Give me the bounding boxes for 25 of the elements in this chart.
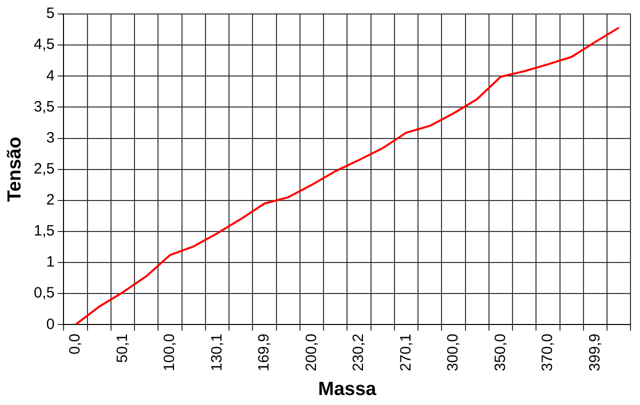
y-tick-label: 3,5 — [34, 98, 55, 116]
x-tick-label: 200,0 — [302, 334, 320, 372]
x-tick-label: 169,9 — [256, 334, 273, 372]
y-axis-title: Tensão — [4, 136, 26, 202]
x-tick-label: 50,1 — [114, 334, 131, 363]
y-tick-label: 1,5 — [34, 222, 55, 240]
x-tick-label: 350,0 — [492, 334, 509, 372]
y-tick-label: 3 — [46, 129, 55, 146]
x-tick-label: 399,9 — [586, 334, 604, 372]
y-tick-label: 0 — [46, 316, 55, 333]
x-tick-label: 130,1 — [208, 334, 226, 372]
x-tick-label: 230,2 — [350, 334, 368, 372]
x-tick-label: 0,0 — [66, 334, 84, 355]
y-tick-label: 2,5 — [34, 160, 55, 178]
y-tick-label: 1 — [46, 254, 55, 271]
x-axis-title: Massa — [318, 378, 377, 400]
y-tick-label: 2 — [46, 192, 55, 209]
y-tick-label: 4 — [46, 67, 55, 84]
x-tick-label: 270,1 — [397, 334, 414, 372]
x-tick-label: 300,0 — [444, 334, 462, 372]
y-tick-label: 4,5 — [34, 36, 55, 54]
x-tick-label: 370,0 — [539, 334, 556, 372]
x-tick-label: 100,0 — [161, 334, 178, 372]
y-tick-label: 0,5 — [34, 284, 55, 302]
y-tick-label: 5 — [46, 5, 55, 22]
